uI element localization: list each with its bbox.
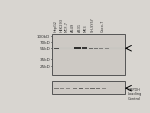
Text: Caco-7: Caco-7: [100, 19, 104, 31]
Bar: [79, 88, 83, 89]
Text: A549: A549: [71, 22, 75, 31]
Text: 25kD: 25kD: [39, 64, 50, 68]
Bar: [52, 34, 124, 76]
Bar: [90, 88, 95, 89]
Text: GAPDH
Loading
Control: GAPDH Loading Control: [128, 87, 142, 100]
Bar: [89, 48, 93, 50]
Text: MCF-7: MCF-7: [65, 20, 69, 31]
Text: MK3: MK3: [84, 24, 88, 31]
Text: HepG2: HepG2: [53, 20, 57, 31]
Text: HEK293: HEK293: [59, 18, 63, 31]
Bar: [54, 88, 58, 89]
Bar: [85, 88, 89, 89]
Bar: [82, 48, 87, 50]
Bar: [102, 88, 106, 89]
Bar: [52, 81, 124, 94]
Bar: [94, 48, 98, 50]
Text: SH-SY5Y: SH-SY5Y: [91, 17, 95, 31]
Text: 55kD: 55kD: [39, 47, 50, 51]
Bar: [74, 48, 81, 50]
Text: 70kD: 70kD: [39, 41, 50, 45]
Bar: [99, 48, 103, 50]
Text: 100kD: 100kD: [37, 35, 50, 39]
Bar: [105, 48, 109, 49]
Bar: [60, 88, 64, 89]
Bar: [66, 88, 70, 89]
Bar: [72, 88, 77, 89]
Text: A431: A431: [78, 22, 82, 31]
Text: 35kD: 35kD: [39, 58, 50, 62]
Bar: [96, 88, 100, 89]
Bar: [54, 48, 59, 50]
